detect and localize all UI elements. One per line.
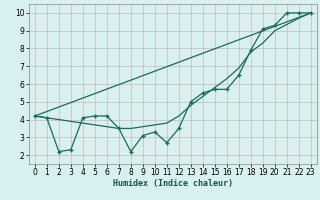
X-axis label: Humidex (Indice chaleur): Humidex (Indice chaleur) <box>113 179 233 188</box>
